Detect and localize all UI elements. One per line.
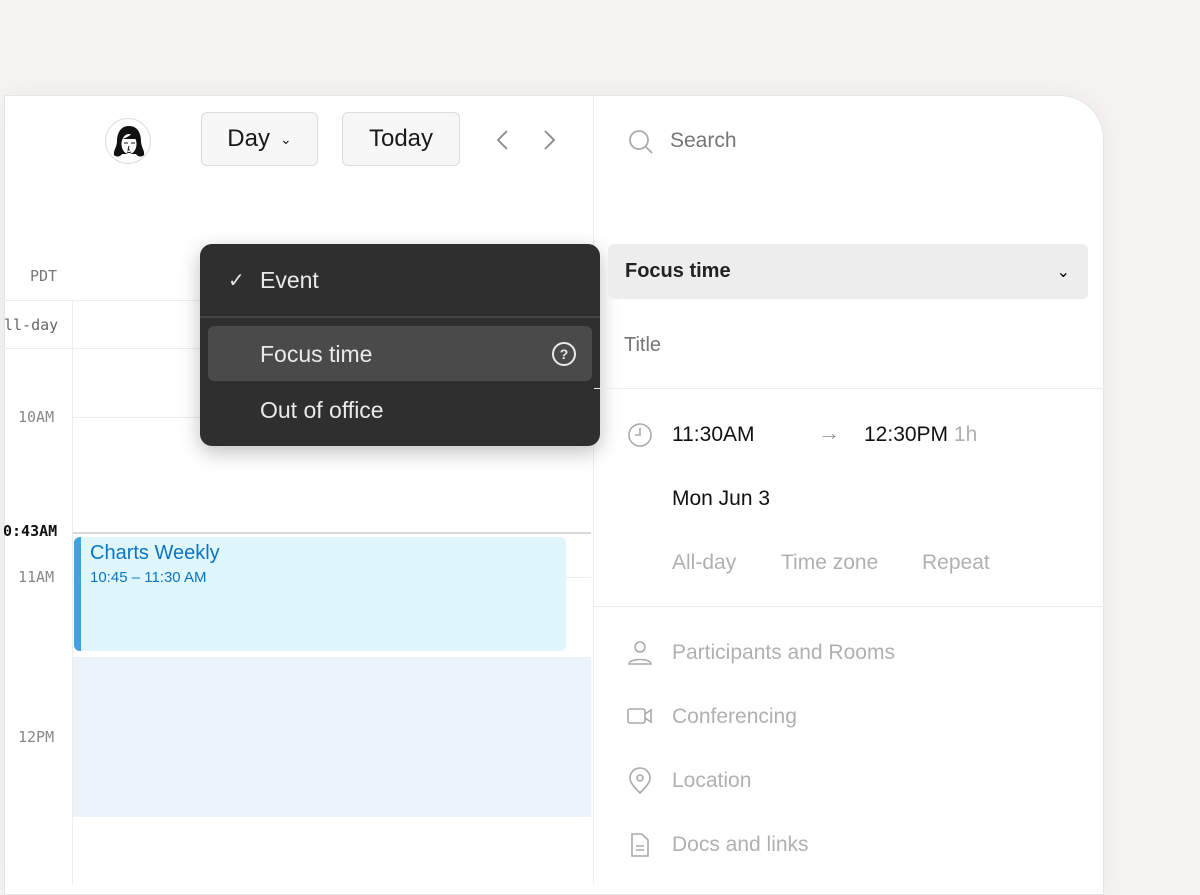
event-title: Charts Weekly — [90, 542, 220, 564]
menu-item-label: Focus time — [260, 341, 373, 367]
help-icon[interactable]: ? — [552, 342, 576, 366]
docs-links-field[interactable]: Docs and links — [672, 833, 809, 856]
location-field[interactable]: Location — [672, 769, 752, 792]
start-time[interactable]: 11:30AM — [672, 423, 755, 446]
hour-label: 12PM — [18, 728, 55, 746]
today-label: Today — [368, 125, 434, 152]
avatar[interactable] — [105, 118, 151, 164]
all-day-label: ll-day — [4, 316, 59, 334]
hour-label: 10AM — [18, 408, 55, 426]
previous-icon[interactable] — [494, 129, 512, 151]
menu-item-out-of-office[interactable]: Out of office — [260, 397, 384, 423]
event-type-menu: ✓ Event Focus time ? Out of office — [200, 244, 600, 446]
all-day-option[interactable]: All-day — [672, 551, 737, 574]
person-icon — [628, 641, 652, 665]
event-type-value: Focus time — [625, 260, 731, 282]
event-date[interactable]: Mon Jun 3 — [672, 487, 771, 510]
current-time-label: 0:43AM — [3, 522, 58, 540]
end-time[interactable]: 12:30PM — [864, 423, 949, 446]
timezone-label: PDT — [30, 267, 58, 285]
check-icon: ✓ — [228, 270, 245, 292]
chevron-down-icon: ⌄ — [279, 130, 292, 147]
menu-item-event[interactable]: Event — [260, 267, 319, 293]
menu-item-focus-time[interactable]: Focus time ? — [208, 326, 592, 381]
view-label: Day — [227, 125, 270, 152]
current-time-line — [73, 532, 591, 534]
time-zone-option[interactable]: Time zone — [781, 551, 879, 574]
clock-icon — [628, 423, 652, 447]
event-time: 10:45 – 11:30 AM — [90, 569, 207, 586]
view-select[interactable]: Day ⌄ — [201, 112, 318, 166]
location-pin-icon — [629, 767, 651, 795]
arrow-right-icon: → — [818, 420, 840, 445]
panel-divider — [593, 96, 594, 884]
chevron-down-icon: ⌄ — [1056, 263, 1070, 281]
title-input[interactable] — [624, 330, 1064, 360]
next-icon[interactable] — [540, 129, 558, 151]
document-icon — [631, 833, 649, 857]
new-event-placeholder[interactable] — [73, 657, 591, 817]
today-button[interactable]: Today — [342, 112, 460, 166]
participants-field[interactable]: Participants and Rooms — [672, 641, 895, 664]
event-charts-weekly[interactable]: Charts Weekly 10:45 – 11:30 AM — [74, 537, 566, 651]
event-type-select[interactable]: Focus time ⌄ — [608, 244, 1088, 299]
hour-label: 11AM — [18, 568, 55, 586]
search-icon — [629, 130, 653, 154]
gutter-divider — [72, 300, 73, 884]
duration: 1h — [953, 423, 978, 446]
video-icon — [627, 708, 652, 724]
search-input[interactable] — [670, 126, 1070, 156]
conferencing-field[interactable]: Conferencing — [672, 705, 797, 728]
repeat-option[interactable]: Repeat — [922, 551, 990, 574]
